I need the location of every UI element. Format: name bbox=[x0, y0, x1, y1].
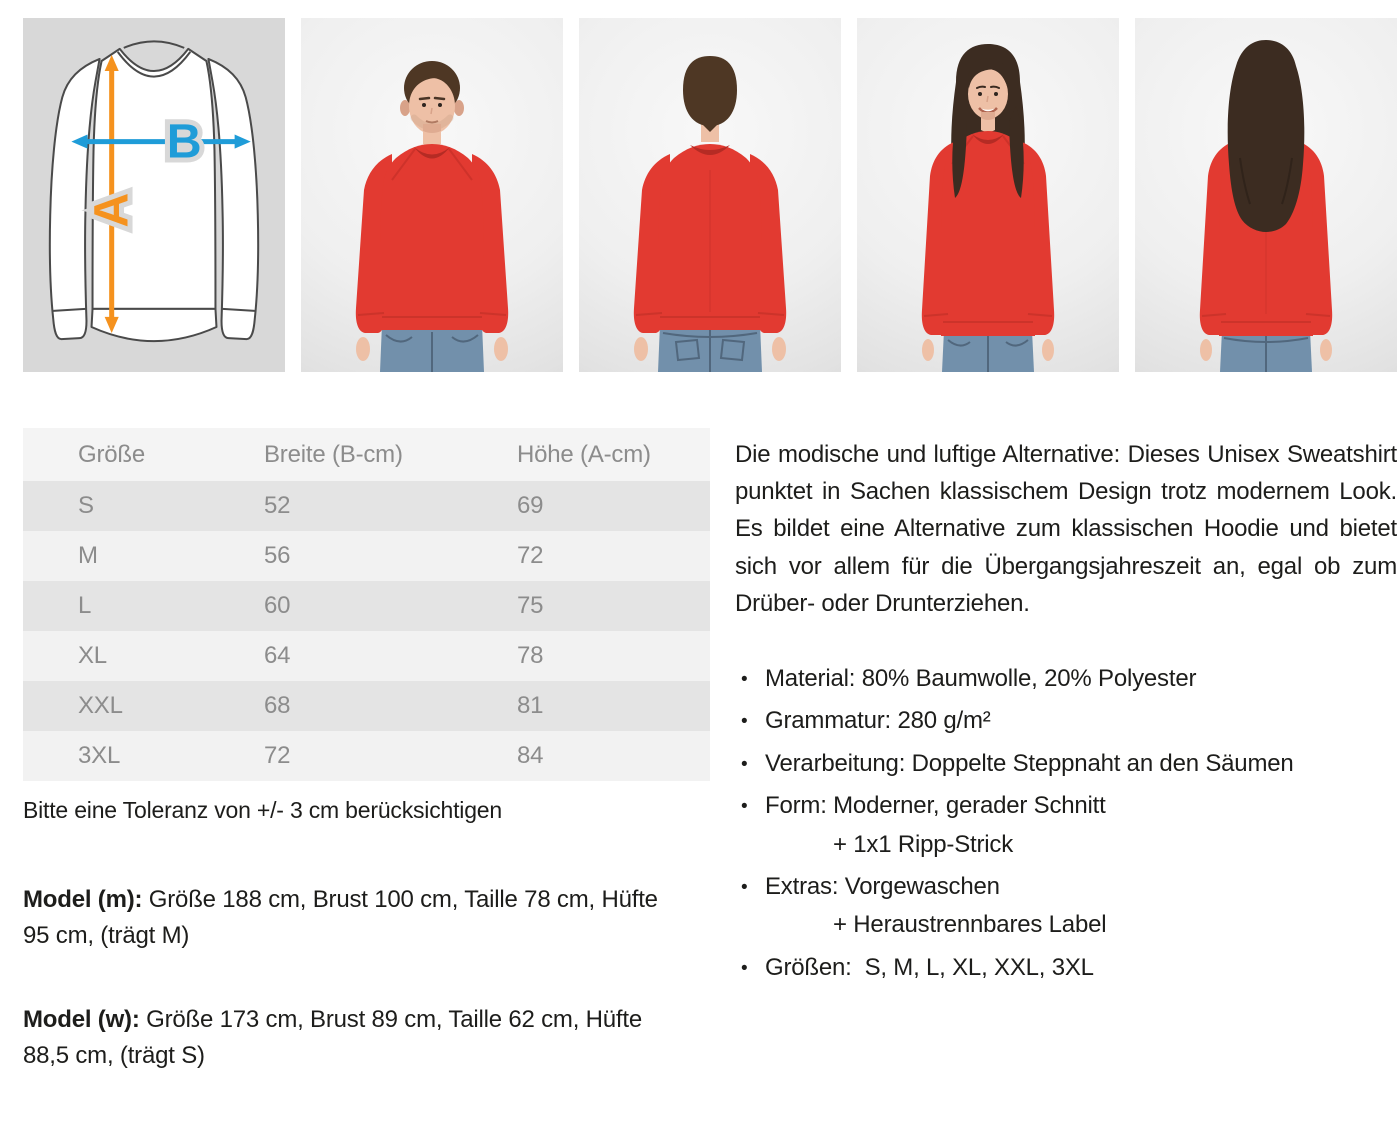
size-diagram: A B bbox=[23, 18, 285, 372]
description-column: Die modische und luftige Alternative: Di… bbox=[735, 428, 1397, 991]
size-cell: 75 bbox=[517, 592, 544, 619]
width-arrow-b: B bbox=[71, 110, 251, 174]
size-row-XXL: XXL 68 81 bbox=[23, 681, 710, 731]
diagram-collar-back bbox=[123, 40, 185, 49]
diagram-waistband bbox=[90, 307, 218, 343]
model-label: Model (w): bbox=[23, 1006, 140, 1033]
size-row-L: L 60 75 bbox=[23, 581, 710, 631]
feature-item: Größen: S, M, L, XL, XXL, 3XL bbox=[735, 949, 1397, 988]
size-cell: 72 bbox=[517, 542, 544, 569]
size-table: Größe Breite (B-cm) Höhe (A-cm) S 52 69 M 56 72… bbox=[23, 428, 710, 781]
feature-item: Form: Moderner, gerader Schnitt + 1x1 Rip… bbox=[735, 787, 1397, 864]
feature-list: Material: 80% Baumwolle, 20% Polyester Gr… bbox=[735, 660, 1397, 988]
product-info: Größe Breite (B-cm) Höhe (A-cm) S 52 69 M 56 72… bbox=[0, 372, 1400, 1122]
size-cell: 81 bbox=[517, 692, 544, 719]
photo-man-front bbox=[301, 18, 563, 372]
size-cell: 52 bbox=[264, 492, 291, 519]
size-cell: XL bbox=[78, 642, 107, 669]
feature-text: Größen: S, M, L, XL, XXL, 3XL bbox=[765, 953, 1094, 981]
feature-item: Verarbeitung: Doppelte Steppnaht an den … bbox=[735, 745, 1397, 784]
photo-woman-front bbox=[857, 18, 1119, 372]
photo-woman-back bbox=[1135, 18, 1397, 372]
size-row-S: S 52 69 bbox=[23, 481, 710, 531]
size-info-column: Größe Breite (B-cm) Höhe (A-cm) S 52 69 M 56 72… bbox=[23, 428, 710, 1122]
diagram-left-sleeve bbox=[48, 57, 101, 341]
model-label: Model (m): bbox=[23, 886, 143, 913]
table-header-row: Größe Breite (B-cm) Höhe (A-cm) bbox=[23, 428, 710, 481]
hair bbox=[1227, 40, 1305, 232]
woman-back-illustration bbox=[1199, 40, 1333, 372]
size-cell: 60 bbox=[264, 592, 291, 619]
height-arrow-a: A bbox=[80, 54, 144, 334]
model-text: Größe 188 cm, Brust 100 cm, Taille 78 cm… bbox=[23, 886, 658, 949]
size-cell: 69 bbox=[517, 492, 544, 519]
feature-text: Verarbeitung: Doppelte Steppnaht an den … bbox=[765, 749, 1294, 777]
diagram-collar-rib bbox=[116, 51, 192, 78]
size-cell: 56 bbox=[264, 542, 291, 569]
diagram-cuff-lines bbox=[53, 307, 255, 312]
size-cell: 68 bbox=[264, 692, 291, 719]
diagram-right-sleeve bbox=[207, 57, 260, 341]
product-description: Die modische und luftige Alternative: Di… bbox=[735, 441, 1397, 617]
feature-text: Grammatur: 280 g/m² bbox=[765, 707, 991, 735]
man-back-illustration bbox=[633, 56, 787, 372]
model-text: Größe 173 cm, Brust 89 cm, Taille 62 cm,… bbox=[23, 1006, 643, 1069]
size-cell: 72 bbox=[264, 742, 291, 769]
feature-item: Material: 80% Baumwolle, 20% Polyester bbox=[735, 660, 1397, 699]
size-cell: L bbox=[78, 592, 92, 619]
size-cell: 84 bbox=[517, 742, 544, 769]
feature-text: Material: 80% Baumwolle, 20% Polyester bbox=[765, 664, 1197, 692]
model-measurement: Model (w): Größe 173 cm, Brust 89 cm, Ta… bbox=[23, 1002, 688, 1074]
label-a: A bbox=[85, 193, 139, 228]
feature-subtext: + Heraustrennbares Label bbox=[833, 911, 1107, 939]
size-row-XL: XL 64 78 bbox=[23, 631, 710, 681]
feature-item: Grammatur: 280 g/m² bbox=[735, 702, 1397, 741]
feature-text: Extras: Vorgewaschen bbox=[765, 872, 1000, 900]
product-gallery: A B bbox=[0, 0, 1400, 372]
photo-man-back bbox=[579, 18, 841, 372]
model-measurement: Model (m): Größe 188 cm, Brust 100 cm, T… bbox=[23, 882, 688, 954]
woman-front-illustration bbox=[921, 44, 1055, 372]
size-cell: 64 bbox=[264, 642, 291, 669]
feature-text: Form: Moderner, gerader Schnitt bbox=[765, 792, 1106, 820]
size-cell: M bbox=[78, 542, 98, 569]
column-header: Breite (B-cm) bbox=[264, 440, 403, 468]
size-cell: S bbox=[78, 492, 94, 519]
size-cell: XXL bbox=[78, 692, 123, 719]
model-measurements: Model (m): Größe 188 cm, Brust 100 cm, T… bbox=[23, 882, 710, 1074]
column-header: Größe bbox=[78, 440, 146, 468]
feature-item: Extras: Vorgewaschen + Heraustrennbares L… bbox=[735, 868, 1397, 945]
feature-subtext: + 1x1 Ripp-Strick bbox=[833, 830, 1013, 858]
label-b: B bbox=[167, 115, 202, 169]
sweatshirt-measurement-diagram: A B bbox=[48, 40, 260, 343]
man-front-illustration bbox=[355, 61, 509, 372]
size-row-M: M 56 72 bbox=[23, 531, 710, 581]
diagram-body bbox=[91, 47, 217, 310]
size-cell: 3XL bbox=[78, 742, 121, 769]
size-cell: 78 bbox=[517, 642, 544, 669]
size-row-3XL: 3XL 72 84 bbox=[23, 731, 710, 781]
column-header: Höhe (A-cm) bbox=[517, 440, 651, 468]
tolerance-note: Bitte eine Toleranz von +/- 3 cm berücks… bbox=[23, 797, 502, 823]
